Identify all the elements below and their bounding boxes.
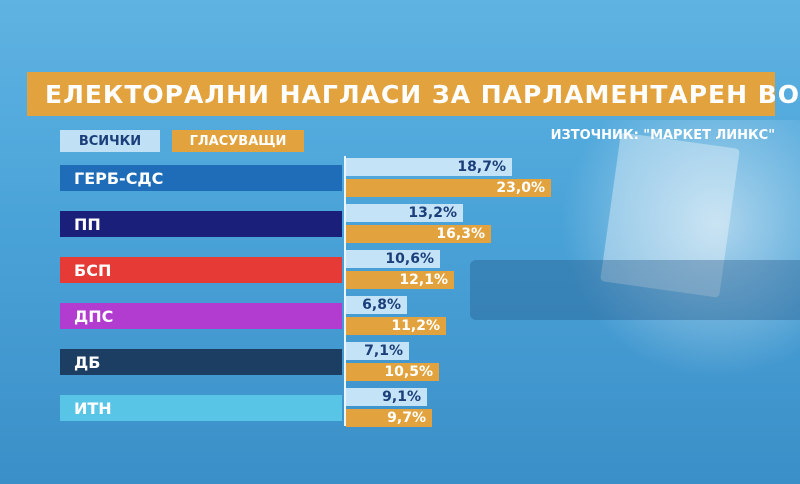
bar-all: 10,6% <box>346 250 440 268</box>
bar-value-label: 12,1% <box>399 272 448 288</box>
chart-title: ЕЛЕКТОРАЛНИ НАГЛАСИ ЗА ПАРЛАМЕНТАРЕН ВОТ <box>45 79 800 109</box>
bar-all: 7,1% <box>346 342 409 360</box>
party-label: ИТН <box>60 395 342 421</box>
bar-value-label: 9,7% <box>387 410 426 426</box>
bar-value-label: 13,2% <box>408 205 457 221</box>
bar-value-label: 10,6% <box>385 251 434 267</box>
bar-all: 18,7% <box>346 158 512 176</box>
source-label: ИЗТОЧНИК: "МАРКЕТ ЛИНКС" <box>550 128 775 143</box>
party-label: ДБ <box>60 349 342 375</box>
bar-voters: 11,2% <box>346 317 446 335</box>
bar-value-label: 10,5% <box>384 364 433 380</box>
bar-value-label: 7,1% <box>364 343 403 359</box>
legend-all: ВСИЧКИ <box>60 130 160 152</box>
title-bar: ЕЛЕКТОРАЛНИ НАГЛАСИ ЗА ПАРЛАМЕНТАРЕН ВОТ <box>27 72 800 116</box>
bar-all: 6,8% <box>346 296 407 314</box>
ballot-box-image <box>470 260 800 320</box>
bar-all: 13,2% <box>346 204 463 222</box>
bar-voters: 16,3% <box>346 225 491 243</box>
bar-value-label: 23,0% <box>496 180 545 196</box>
bar-value-label: 6,8% <box>362 297 401 313</box>
axis-line <box>344 156 346 426</box>
party-label: ПП <box>60 211 342 237</box>
bar-voters: 10,5% <box>346 363 439 381</box>
legend-voters: ГЛАСУВАЩИ <box>172 130 304 152</box>
bar-value-label: 11,2% <box>391 318 440 334</box>
bar-value-label: 18,7% <box>457 159 506 175</box>
party-label: ГЕРБ-СДС <box>60 165 342 191</box>
bar-value-label: 9,1% <box>382 389 421 405</box>
party-label: ДПС <box>60 303 342 329</box>
bar-all: 9,1% <box>346 388 427 406</box>
bar-voters: 23,0% <box>346 179 551 197</box>
party-label: БСП <box>60 257 342 283</box>
bar-value-label: 16,3% <box>436 226 485 242</box>
background-glow <box>560 120 800 380</box>
bar-voters: 9,7% <box>346 409 432 427</box>
bar-voters: 12,1% <box>346 271 454 289</box>
